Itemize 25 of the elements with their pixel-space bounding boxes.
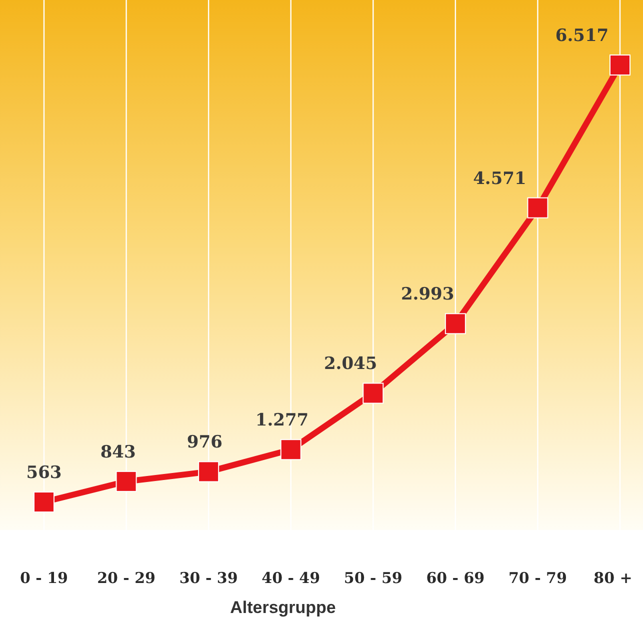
data-label: 563 bbox=[26, 463, 62, 483]
x-tick-label: 60 - 69 bbox=[426, 569, 485, 587]
x-tick-label: 30 - 39 bbox=[179, 569, 238, 587]
x-axis-title: Altersgruppe bbox=[230, 598, 336, 617]
x-tick-label: 0 - 19 bbox=[20, 569, 68, 587]
data-label: 1.277 bbox=[255, 410, 309, 431]
data-label: 4.571 bbox=[473, 168, 526, 189]
x-tick-label: 80 + bbox=[594, 569, 632, 587]
point bbox=[34, 492, 54, 512]
x-tick-label: 70 - 79 bbox=[508, 569, 567, 587]
data-label: 976 bbox=[186, 432, 222, 453]
point bbox=[280, 439, 302, 460]
x-tick-label: 50 - 59 bbox=[344, 569, 402, 587]
data-label: 2.045 bbox=[324, 354, 378, 374]
point bbox=[362, 382, 384, 404]
point bbox=[444, 313, 466, 334]
point bbox=[527, 197, 548, 218]
point bbox=[198, 461, 220, 482]
x-tick-label: 40 - 49 bbox=[262, 569, 320, 587]
data-label: 6.517 bbox=[555, 26, 609, 46]
data-label: 2.993 bbox=[400, 284, 454, 305]
data-label: 843 bbox=[100, 442, 136, 462]
point bbox=[610, 54, 630, 76]
point bbox=[116, 470, 137, 492]
x-tick-label: 20 - 29 bbox=[97, 569, 156, 587]
